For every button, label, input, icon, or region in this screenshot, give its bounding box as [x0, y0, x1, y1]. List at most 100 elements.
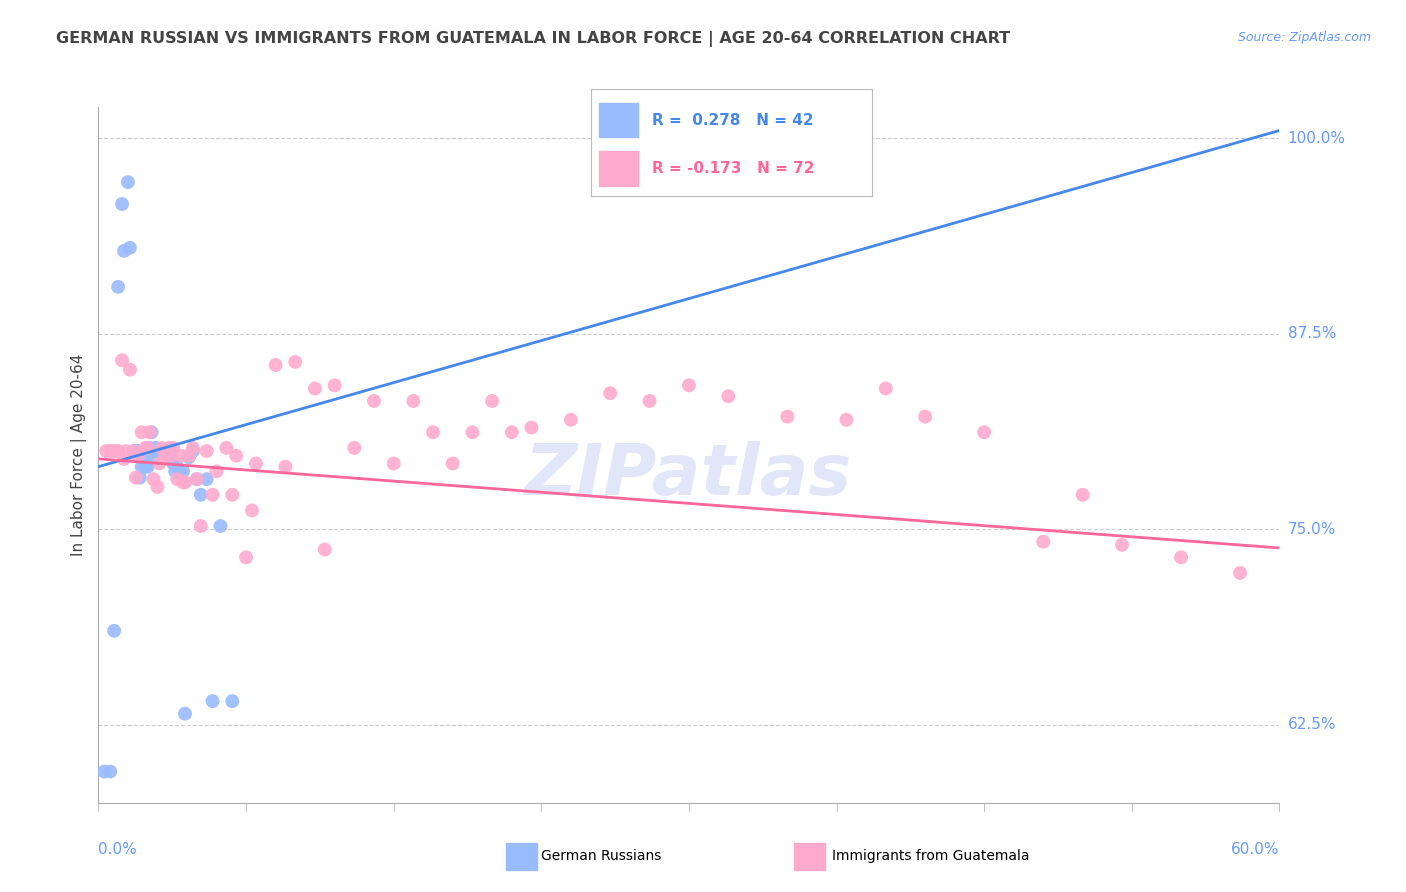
- Point: [98, 764, 121, 779]
- Point: [135, 441, 157, 455]
- Point: [1071, 488, 1094, 502]
- Point: [128, 470, 150, 484]
- Point: [111, 353, 134, 368]
- Point: [195, 472, 218, 486]
- Point: [441, 457, 464, 471]
- Point: [245, 457, 267, 471]
- Point: [914, 409, 936, 424]
- Point: [98, 444, 121, 458]
- Point: [215, 441, 238, 455]
- Point: [125, 470, 148, 484]
- Point: [165, 464, 187, 478]
- Point: [146, 480, 169, 494]
- Point: [93, 764, 115, 779]
- Point: [1170, 550, 1192, 565]
- Point: [136, 441, 159, 455]
- Point: [201, 694, 224, 708]
- Point: [146, 447, 169, 461]
- Point: [638, 394, 661, 409]
- Point: [155, 449, 177, 463]
- Point: [363, 394, 385, 409]
- Point: [177, 450, 200, 465]
- Point: [141, 425, 163, 440]
- Point: [156, 444, 179, 458]
- Text: Immigrants from Guatemala: Immigrants from Guatemala: [832, 849, 1029, 863]
- Point: [186, 472, 208, 486]
- Y-axis label: In Labor Force | Age 20-64: In Labor Force | Age 20-64: [72, 354, 87, 556]
- Text: 62.5%: 62.5%: [1288, 717, 1336, 732]
- Point: [314, 542, 336, 557]
- Bar: [599, 152, 638, 186]
- Point: [481, 394, 503, 409]
- Point: [1111, 538, 1133, 552]
- Point: [136, 459, 159, 474]
- Point: [323, 378, 346, 392]
- Point: [205, 464, 228, 478]
- Point: [461, 425, 484, 440]
- Point: [148, 457, 170, 471]
- Point: [138, 425, 160, 440]
- Point: [174, 706, 197, 721]
- Point: [225, 449, 247, 463]
- Point: [111, 197, 134, 211]
- Text: 0.0%: 0.0%: [98, 842, 138, 856]
- Point: [162, 441, 184, 455]
- Point: [181, 444, 204, 458]
- Point: [402, 394, 425, 409]
- Point: [132, 450, 155, 465]
- Point: [284, 355, 307, 369]
- Text: R = -0.173   N = 72: R = -0.173 N = 72: [652, 161, 815, 176]
- Point: [181, 441, 204, 455]
- Text: 87.5%: 87.5%: [1288, 326, 1336, 342]
- Point: [162, 457, 184, 471]
- Point: [96, 444, 118, 458]
- Text: Source: ZipAtlas.com: Source: ZipAtlas.com: [1237, 31, 1371, 45]
- Point: [118, 362, 141, 376]
- Point: [599, 386, 621, 401]
- Point: [170, 449, 193, 463]
- Text: German Russians: German Russians: [541, 849, 662, 863]
- Point: [343, 441, 366, 455]
- Point: [155, 444, 177, 458]
- Point: [157, 449, 180, 463]
- Point: [103, 444, 125, 458]
- Text: 100.0%: 100.0%: [1288, 131, 1346, 145]
- Point: [190, 519, 212, 533]
- Point: [125, 444, 148, 458]
- Point: [166, 459, 188, 474]
- Point: [221, 488, 243, 502]
- Point: [127, 449, 149, 463]
- Point: [186, 472, 208, 486]
- Point: [107, 280, 129, 294]
- Point: [875, 382, 897, 396]
- Point: [209, 519, 232, 533]
- Point: [240, 503, 263, 517]
- Point: [776, 409, 799, 424]
- Point: [145, 441, 167, 455]
- Point: [150, 441, 173, 455]
- Bar: [599, 103, 638, 137]
- Point: [190, 488, 212, 502]
- Point: [160, 449, 183, 463]
- Point: [122, 444, 145, 458]
- Point: [112, 451, 135, 466]
- Point: [160, 451, 183, 466]
- Point: [221, 694, 243, 708]
- Point: [152, 444, 174, 458]
- Point: [1032, 534, 1054, 549]
- Point: [117, 175, 139, 189]
- Point: [131, 459, 153, 474]
- Point: [118, 241, 141, 255]
- Point: [112, 244, 135, 258]
- Point: [835, 413, 858, 427]
- Point: [560, 413, 582, 427]
- Text: GERMAN RUSSIAN VS IMMIGRANTS FROM GUATEMALA IN LABOR FORCE | AGE 20-64 CORRELATI: GERMAN RUSSIAN VS IMMIGRANTS FROM GUATEM…: [56, 31, 1011, 47]
- Point: [1229, 566, 1251, 580]
- Point: [174, 475, 197, 490]
- Point: [195, 444, 218, 458]
- Point: [148, 450, 170, 465]
- Text: 75.0%: 75.0%: [1288, 522, 1336, 537]
- Point: [177, 449, 200, 463]
- Point: [235, 550, 257, 565]
- Point: [973, 425, 995, 440]
